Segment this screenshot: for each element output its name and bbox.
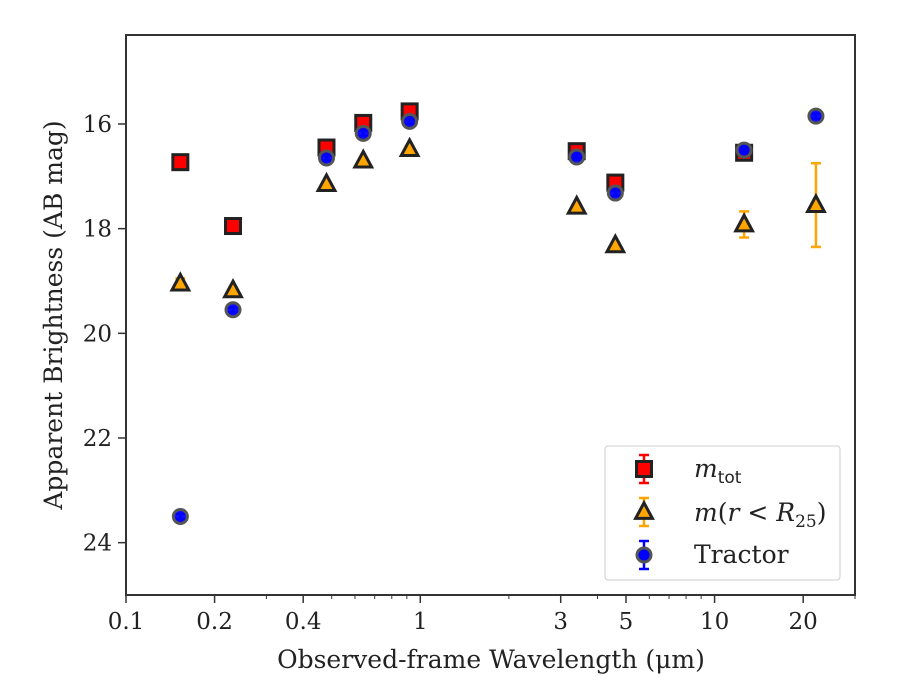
- legend-box: [604, 445, 841, 581]
- y-axis-title: Apparent Brightness (AB mag): [39, 120, 68, 510]
- mr25-point-3: [352, 148, 375, 169]
- series-mr25: [169, 136, 827, 299]
- mr25-point-6: [604, 233, 627, 254]
- tractor-point-5: [568, 148, 586, 166]
- tractor-point-6: [606, 184, 624, 202]
- legend-marker-tractor: [635, 539, 653, 571]
- mtot-point-0: [171, 153, 190, 172]
- legend-marker-mr25: [633, 496, 655, 528]
- mr25-point-5: [565, 194, 588, 215]
- y-tick-label-0: 16: [83, 112, 112, 138]
- mr25-point-1: [222, 278, 244, 299]
- legend-markers: [633, 453, 655, 571]
- legend: mtot m(r < R25) Tractor: [604, 445, 841, 581]
- axes: 0.1 0.2 0.4 1 3 5 10 20 16 18 20 22 24: [83, 34, 856, 635]
- x-tick-label-4: 3: [553, 609, 568, 635]
- legend-label-mtot: mtot: [694, 454, 742, 488]
- tractor-point-0: [171, 507, 189, 525]
- tractor-point-3: [354, 124, 372, 142]
- x-tick-label-5: 5: [619, 609, 634, 635]
- plot-frame: [125, 34, 856, 596]
- tractor-point-8: [807, 107, 825, 125]
- x-tick-label-3: 1: [413, 609, 428, 635]
- x-tick-label-7: 20: [789, 609, 818, 635]
- tractor-point-4: [401, 112, 419, 130]
- series-mtot: [171, 102, 754, 236]
- tractor-point-2: [317, 149, 335, 167]
- x-tick-label-0: 0.1: [108, 609, 145, 635]
- legend-label-mr25: m(r < R25): [694, 498, 827, 532]
- mr25-point-8: [805, 192, 827, 213]
- x-tick-label-6: 10: [700, 609, 729, 635]
- x-tick-label-1: 0.2: [196, 609, 233, 635]
- plot-area: [169, 102, 827, 525]
- legend-symbol-mtot: [635, 460, 653, 478]
- mr25-point-2: [315, 171, 338, 193]
- legend-symbol-mr25: [633, 499, 655, 520]
- series-tractor: [171, 107, 825, 525]
- x-tick-label-2: 0.4: [285, 609, 322, 635]
- mr25-point-7: [733, 212, 756, 233]
- tractor-point-1: [224, 301, 242, 319]
- mtot-point-1: [224, 217, 243, 236]
- legend-symbol-tractor: [635, 546, 653, 564]
- mr25-point-0: [169, 271, 192, 292]
- y-tick-label-2: 20: [83, 321, 112, 347]
- y-tick-label-3: 22: [83, 426, 112, 452]
- y-tick-label-4: 24: [83, 531, 112, 557]
- mr25-point-4: [398, 136, 421, 157]
- legend-marker-mtot: [635, 453, 653, 485]
- y-tick-label-1: 18: [83, 217, 112, 243]
- tractor-point-7: [735, 141, 753, 159]
- legend-label-tractor: Tractor: [694, 540, 789, 569]
- x-axis-title: Observed-frame Wavelength (μm): [277, 645, 705, 674]
